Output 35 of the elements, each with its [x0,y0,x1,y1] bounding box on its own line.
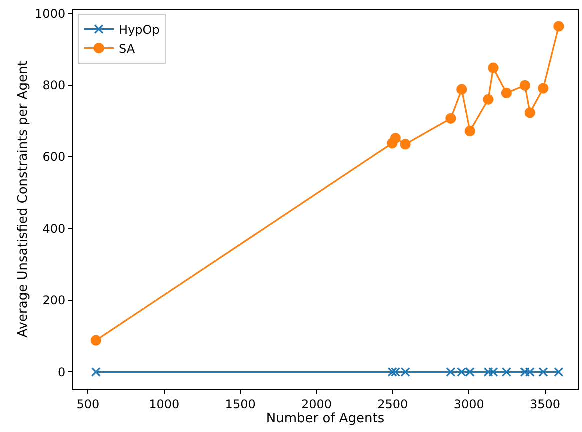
point [554,21,564,32]
point [501,88,512,98]
point [390,133,401,144]
y-tick-label: 0 [58,365,66,380]
y-tick-label: 400 [42,222,66,236]
point [91,367,101,377]
x-axis-title: Number of Agents [266,411,385,426]
x-tick-label: 2500 [378,397,408,412]
x-tick-label: 500 [76,397,100,412]
x-tick-label: 1000 [149,397,180,412]
point [483,94,494,105]
legend-label: SA [119,42,136,56]
point [554,367,564,377]
point [464,126,476,136]
point [520,80,530,91]
point [400,139,411,150]
y-tick-label: 600 [42,150,66,164]
x-tick-label: 3000 [454,397,484,412]
point [524,108,536,118]
point [446,113,456,124]
point [388,367,398,377]
x-tick-label: 1500 [225,397,256,412]
point [502,367,512,377]
point [538,83,549,94]
x-tick-label: 2000 [301,397,332,412]
y-tick-label: 800 [42,78,66,92]
x-tick-label: 3500 [530,397,561,412]
point [456,84,468,95]
point [90,335,102,346]
point [538,367,548,377]
point [488,62,499,74]
y-tick-label: 1000 [35,6,66,21]
y-tick-label: 200 [42,294,66,308]
legend-label: HypOp [119,22,160,37]
y-axis-title: Average Unsatisfied Constraints per Agent [16,61,32,338]
